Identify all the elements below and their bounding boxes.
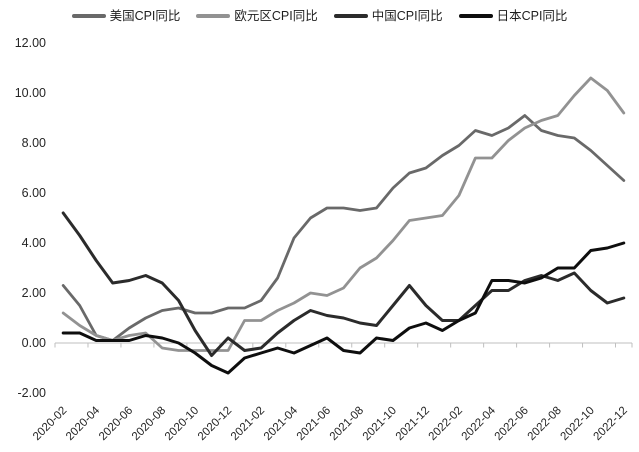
chart-legend: 美国CPI同比 欧元区CPI同比 中国CPI同比 日本CPI同比 xyxy=(0,6,639,26)
y-axis-tick-label: 6.00 xyxy=(22,186,46,200)
legend-label-japan: 日本CPI同比 xyxy=(496,8,568,23)
y-axis-tick-label: 8.00 xyxy=(22,136,46,150)
series-line-3[interactable] xyxy=(61,241,626,375)
series-line-1[interactable] xyxy=(61,76,626,352)
legend-label-china: 中国CPI同比 xyxy=(371,8,443,23)
legend-label-eurozone: 欧元区CPI同比 xyxy=(234,8,318,23)
x-axis-tick-label: 2020-04 xyxy=(64,404,103,443)
x-axis-tick-label: 2022-06 xyxy=(493,405,531,443)
x-axis-tick-label: 2020-10 xyxy=(163,405,201,443)
legend-item-china-cpi[interactable]: 中国CPI同比 xyxy=(333,8,443,23)
x-axis-tick-label: 2021-10 xyxy=(361,405,399,443)
x-axis-tick-label: 2020-06 xyxy=(97,405,135,443)
x-axis-tick-label: 2020-12 xyxy=(196,405,234,443)
y-axis-tick-label: 0.00 xyxy=(22,336,46,350)
y-axis-tick-label: 10.00 xyxy=(15,86,46,100)
x-axis-tick-label: 2021-12 xyxy=(394,405,432,443)
y-axis-tick-label: 2.00 xyxy=(22,286,46,300)
legend-item-us-cpi[interactable]: 美国CPI同比 xyxy=(71,8,181,23)
legend-item-japan-cpi[interactable]: 日本CPI同比 xyxy=(458,8,568,23)
y-axis-tick-label: -2.00 xyxy=(18,386,47,400)
us-line-swatch xyxy=(71,14,106,18)
x-axis-tick-label: 2021-04 xyxy=(262,404,301,443)
x-axis-tick-label: 2022-12 xyxy=(592,405,630,443)
x-axis-tick-label: 2022-04 xyxy=(460,404,499,443)
x-axis-tick-label: 2020-02 xyxy=(31,405,69,443)
y-axis-tick-label: 4.00 xyxy=(22,236,46,250)
series-line-2[interactable] xyxy=(61,211,626,357)
china-line-swatch xyxy=(333,14,368,18)
x-axis-tick-label: 2022-08 xyxy=(526,405,564,443)
legend-label-us: 美国CPI同比 xyxy=(109,8,181,23)
x-axis-tick-label: 2022-02 xyxy=(427,405,465,443)
japan-line-swatch xyxy=(458,14,493,18)
x-axis-tick-label: 2021-02 xyxy=(229,405,267,443)
x-axis-tick-label: 2020-08 xyxy=(130,405,168,443)
series-line-0[interactable] xyxy=(61,114,626,342)
eurozone-line-swatch xyxy=(196,14,231,18)
y-axis-tick-label: 12.00 xyxy=(15,36,46,50)
x-axis-tick-label: 2022-10 xyxy=(559,405,597,443)
legend-item-eurozone-cpi[interactable]: 欧元区CPI同比 xyxy=(196,8,318,23)
x-axis-tick-label: 2021-08 xyxy=(328,405,366,443)
x-axis-tick-label: 2021-06 xyxy=(295,405,333,443)
